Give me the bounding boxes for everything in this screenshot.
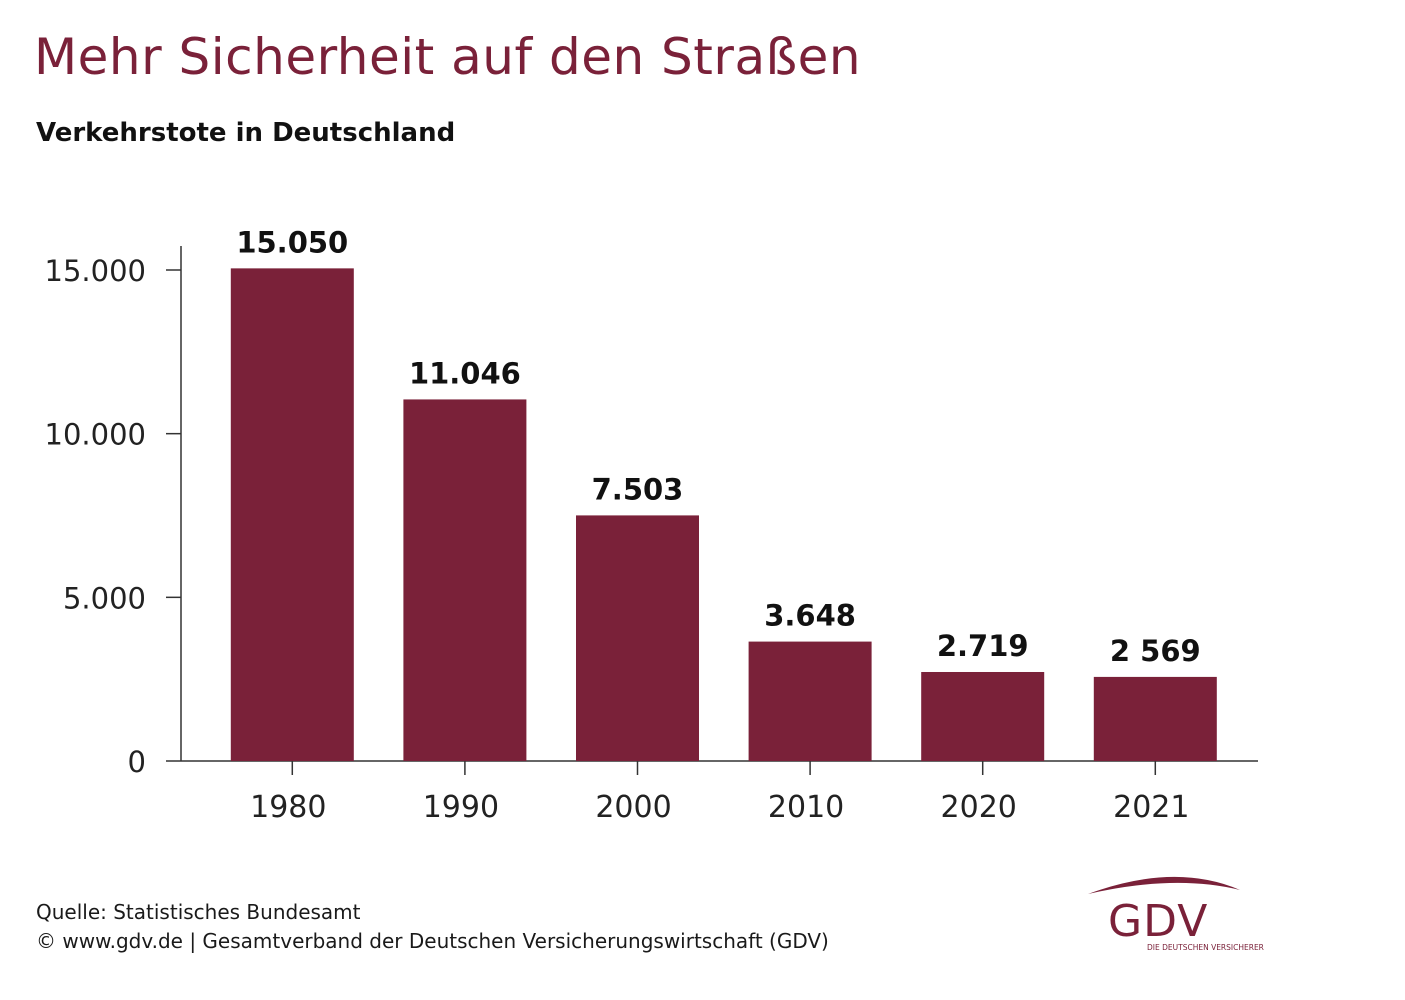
x-tick-label: 1990: [423, 790, 499, 825]
logo-arc-icon: [1088, 876, 1240, 894]
bar: [921, 671, 1045, 761]
x-tick-label: 2020: [941, 790, 1017, 825]
chart-title: Mehr Sicherheit auf den Straßen: [34, 28, 862, 86]
bar: [403, 399, 527, 761]
bar: [748, 641, 872, 761]
x-tick-label: 2000: [595, 790, 671, 825]
bar: [576, 515, 699, 761]
y-tick-label: 15.000: [45, 254, 146, 288]
data-label: 11.046: [409, 356, 521, 390]
bar-chart: 0 5.000 10.000 15.000 1980 15.050 1990 11.046 20…: [45, 225, 1258, 825]
data-label: 7.503: [592, 472, 684, 506]
logo-tagline: DIE DEUTSCHEN VERSICHERER: [1147, 943, 1264, 952]
data-label: 2 569: [1110, 634, 1201, 668]
y-tick-label: 10.000: [45, 418, 146, 452]
x-tick-label: 1980: [250, 790, 326, 825]
x-tick-label: 2021: [1113, 790, 1189, 825]
x-tick-label: 2010: [768, 790, 844, 825]
data-label: 2.719: [937, 629, 1029, 663]
bar: [1093, 676, 1217, 761]
y-tick-label: 5.000: [63, 581, 146, 615]
gdv-logo: GDV DIE DEUTSCHEN VERSICHERER: [1088, 876, 1264, 952]
bar: [230, 268, 354, 761]
y-tick-label: 0: [128, 745, 146, 779]
logo-text: GDV: [1108, 896, 1208, 947]
data-label: 15.050: [236, 225, 348, 259]
footer: Quelle: Statistisches Bundesamt © www.gd…: [36, 898, 829, 956]
copyright-note: © www.gdv.de | Gesamtverband der Deutsch…: [36, 929, 829, 953]
source-note: Quelle: Statistisches Bundesamt: [36, 900, 361, 924]
chart-subtitle: Verkehrstote in Deutschland: [36, 118, 456, 148]
data-label: 3.648: [764, 599, 856, 633]
